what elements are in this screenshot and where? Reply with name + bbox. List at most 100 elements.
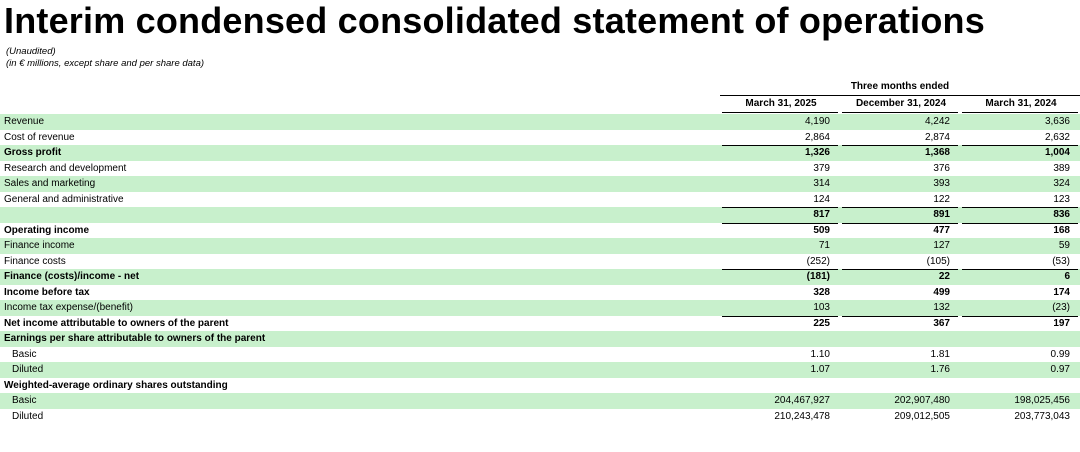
table-row: Cost of revenue 2,864 2,874 2,632: [0, 130, 1080, 146]
cell-value: (252): [806, 255, 830, 267]
row-label: Basic: [12, 395, 37, 406]
cell-value: 4,242: [924, 116, 950, 127]
rule: [842, 315, 958, 317]
cell-value: 367: [933, 317, 950, 329]
cell-value: 891: [933, 209, 950, 220]
rule: [962, 269, 1078, 270]
table-row: Finance costs (252) (105) (53): [0, 254, 1080, 270]
column-header: March 31, 2025: [745, 98, 817, 109]
cell-value: 1,326: [804, 147, 830, 158]
rule: [722, 269, 838, 270]
table-row: 817 891 836: [0, 207, 1080, 223]
cell-value: 3,636: [1044, 116, 1070, 127]
rule: [842, 269, 958, 270]
row-label: Operating income: [4, 224, 90, 236]
cell-value: 817: [813, 209, 830, 220]
cell-value: 477: [933, 224, 950, 236]
cell-value: 1.07: [810, 364, 830, 375]
table-row: Net income attributable to owners of the…: [0, 316, 1080, 332]
rule: [842, 145, 958, 146]
row-label: Diluted: [12, 364, 44, 375]
cell-value: 1,368: [924, 147, 950, 158]
column-header: March 31, 2024: [985, 98, 1057, 109]
cell-value: 314: [813, 178, 830, 189]
cell-value: 1,004: [1044, 147, 1070, 158]
cell-value: 202,907,480: [894, 395, 950, 406]
cell-value: 2,632: [1044, 131, 1070, 143]
rule: [720, 95, 1080, 96]
cell-value: 204,467,927: [774, 395, 830, 406]
cell-value: 1.81: [930, 348, 950, 360]
row-label: Basic: [12, 348, 37, 360]
cell-value: 2,864: [804, 131, 830, 143]
table-row: Earnings per share attributable to owner…: [0, 331, 1080, 347]
rule: [962, 145, 1078, 146]
cell-value: 197: [1053, 317, 1070, 329]
cell-value: (181): [806, 271, 830, 282]
rule: [842, 112, 958, 113]
cell-value: 168: [1053, 224, 1070, 236]
row-label: Income before tax: [4, 286, 90, 298]
row-label: Weighted-average ordinary shares outstan…: [4, 379, 228, 391]
row-label: Diluted: [12, 410, 44, 422]
cell-value: 4,190: [804, 116, 830, 127]
rule: [722, 145, 838, 146]
table-row: Weighted-average ordinary shares outstan…: [0, 378, 1080, 394]
cell-value: 123: [1053, 193, 1070, 205]
note: (Unaudited): [6, 46, 56, 57]
rule: [962, 207, 1078, 208]
row-label: Sales and marketing: [4, 178, 96, 189]
cell-value: 324: [1053, 178, 1070, 189]
cell-value: 225: [813, 317, 830, 329]
table-row: Basic 204,467,927 202,907,480 198,025,456: [0, 393, 1080, 409]
cell-value: 1.76: [930, 364, 950, 375]
cell-value: 103: [813, 302, 830, 313]
cell-value: 499: [933, 286, 950, 298]
rule: [962, 222, 1078, 224]
table-row: Diluted 210,243,478 209,012,505 203,773,043: [0, 409, 1080, 425]
cell-value: 59: [1058, 240, 1070, 251]
rule: [842, 207, 958, 208]
table-row: Revenue 4,190 4,242 3,636: [0, 114, 1080, 130]
cell-value: 836: [1053, 209, 1070, 220]
cell-value: 0.99: [1050, 348, 1070, 360]
cell-value: 376: [933, 162, 950, 174]
cell-value: 132: [933, 302, 950, 313]
row-label: Gross profit: [4, 147, 62, 158]
row-label: Revenue: [4, 116, 45, 127]
row-label: Earnings per share attributable to owner…: [4, 333, 266, 344]
cell-value: 2,874: [924, 131, 950, 143]
row-label: Finance (costs)/income - net: [4, 271, 140, 282]
rule: [722, 207, 838, 208]
cell-value: 6: [1064, 271, 1070, 282]
cell-value: (23): [1052, 302, 1070, 313]
table-row: Research and development 379 376 389: [0, 161, 1080, 177]
row-label: Research and development: [4, 162, 127, 174]
cell-value: 71: [818, 240, 830, 251]
table-row: Basic 1.10 1.81 0.99: [0, 347, 1080, 363]
cell-value: 393: [933, 178, 950, 189]
cell-value: 209,012,505: [894, 410, 950, 422]
row-label: Cost of revenue: [4, 131, 75, 143]
cell-value: 0.97: [1050, 364, 1070, 375]
cell-value: 198,025,456: [1014, 395, 1070, 406]
cell-value: 122: [933, 193, 950, 205]
row-label: Finance income: [4, 240, 75, 251]
table-row: Income tax expense/(benefit) 103 132 (23): [0, 300, 1080, 316]
rule: [722, 222, 838, 224]
column-header: December 31, 2024: [855, 98, 947, 109]
rule: [962, 112, 1078, 113]
group-header: Three months ended: [850, 81, 950, 92]
rule: [722, 112, 838, 113]
cell-value: 379: [813, 162, 830, 174]
note: (in € millions, except share and per sha…: [6, 58, 205, 69]
cell-value: 328: [813, 286, 830, 298]
table-row: Finance income 71 127 59: [0, 238, 1080, 254]
cell-value: 127: [933, 240, 950, 251]
table-row: Finance (costs)/income - net (181) 22 6: [0, 269, 1080, 285]
table-row: Gross profit 1,326 1,368 1,004: [0, 145, 1080, 161]
rule: [722, 315, 838, 317]
table-row: General and administrative 124 122 123: [0, 192, 1080, 208]
cell-value: 210,243,478: [774, 410, 830, 422]
